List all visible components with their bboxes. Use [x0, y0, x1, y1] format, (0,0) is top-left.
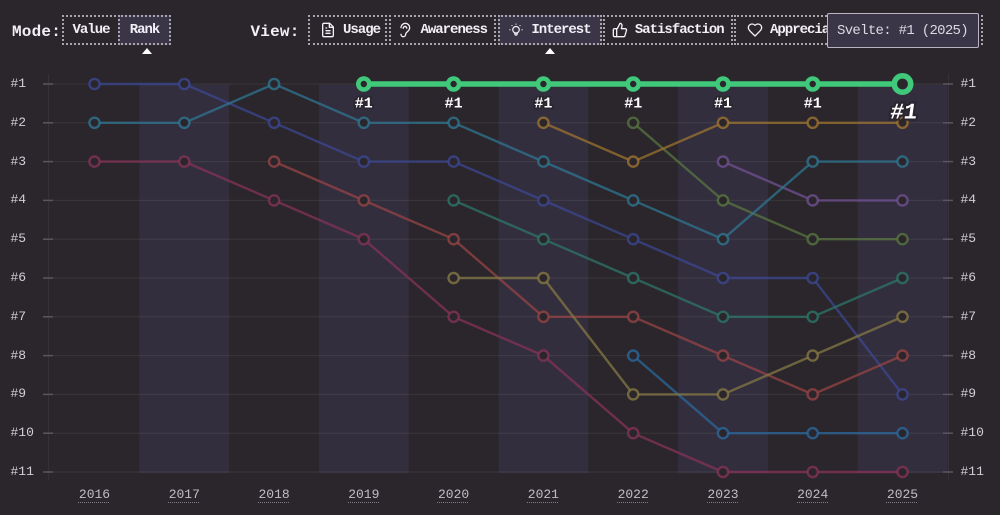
svg-text:#1: #1: [889, 100, 920, 126]
svg-text:#1: #1: [804, 96, 822, 113]
svg-text:#1: #1: [445, 96, 463, 113]
svg-text:#1: #1: [714, 96, 732, 113]
svg-text:#1: #1: [355, 96, 373, 113]
svg-text:#1: #1: [534, 96, 552, 113]
svg-text:#1: #1: [624, 96, 642, 113]
